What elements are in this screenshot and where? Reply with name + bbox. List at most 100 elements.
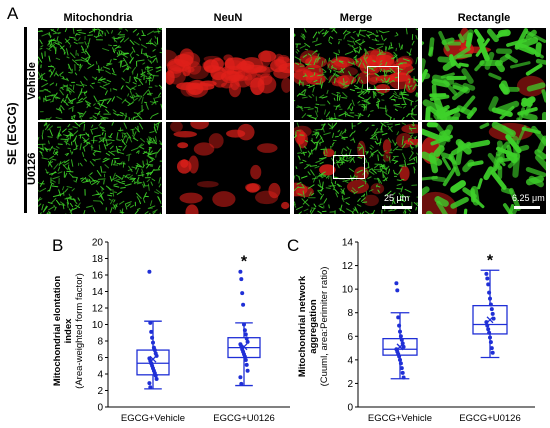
data-point	[401, 375, 406, 380]
scale-bar-rectangle	[514, 206, 540, 209]
data-point	[240, 291, 245, 296]
data-point	[400, 370, 405, 375]
y-tick-label: 10	[92, 320, 104, 331]
row-label-u0126: U0126	[26, 152, 38, 185]
y-tick-label: 0	[347, 403, 353, 414]
y-tick-label: 16	[92, 271, 104, 282]
group-bracket-line	[24, 27, 27, 213]
micrograph-u0126-mitochondria	[38, 122, 162, 214]
y-tick-label: 18	[92, 254, 104, 265]
data-point	[153, 373, 158, 378]
y-tick-label: 14	[342, 238, 354, 249]
data-point	[151, 340, 155, 345]
data-point	[487, 290, 492, 295]
data-point	[398, 361, 403, 366]
y-tick-label: 4	[97, 370, 103, 381]
data-point	[485, 323, 490, 328]
col-header-mitochondria: Mitochondria	[63, 12, 133, 24]
mitochondria-signal	[294, 28, 418, 120]
panel-c-letter: C	[287, 236, 300, 255]
zoom-rectangle-vehicle	[367, 66, 399, 90]
row-label-vehicle: Vehicle	[26, 62, 38, 100]
micrograph-vehicle-rectangle	[422, 28, 546, 120]
data-point	[484, 320, 489, 325]
data-point	[245, 339, 250, 344]
data-point	[242, 328, 247, 333]
data-point	[489, 307, 494, 312]
significance-marker: *	[487, 252, 494, 269]
x-category-label: EGCG+U0126	[459, 413, 521, 424]
significance-marker: *	[241, 254, 248, 271]
data-point	[147, 381, 152, 386]
mitochondria-signal	[294, 122, 418, 214]
zoom-rectangle-u0126	[333, 155, 365, 179]
y-tick-label: 20	[92, 238, 104, 249]
col-header-rectangle: Rectangle	[457, 12, 511, 24]
y-tick-label: 4	[347, 355, 353, 366]
y-tick-label: 8	[347, 308, 353, 319]
data-point	[243, 357, 248, 362]
data-point	[239, 381, 244, 386]
data-point	[398, 329, 402, 334]
y-tick-label: 6	[97, 353, 103, 364]
neun-signal	[294, 123, 418, 207]
scale-label-merge: 25 μm	[384, 193, 410, 203]
scale-label-rectangle: 6.25 μm	[512, 193, 545, 203]
data-point	[396, 315, 401, 320]
micrograph-u0126-rectangle: 6.25 μm	[422, 122, 546, 214]
chart-c-ylabel-line3: (Cuuml, area:Perimiter ratio)	[319, 266, 330, 387]
panel-a-letter: A	[7, 4, 19, 23]
data-point	[491, 316, 496, 321]
mitochondria-signal	[38, 122, 162, 214]
scale-bar-merge	[382, 206, 412, 209]
y-tick-label: 2	[97, 386, 103, 397]
data-point	[395, 288, 400, 293]
data-point	[485, 276, 490, 281]
data-point	[148, 385, 153, 390]
data-point	[239, 277, 244, 282]
data-point	[149, 329, 154, 334]
data-point	[154, 376, 159, 381]
chart-b: 0 2 4 6 8 10 12 14 16 18 20 EGCG+Vehicle EGCG+U0126 *	[92, 238, 290, 424]
data-point	[242, 354, 247, 359]
micrograph-vehicle-mitochondria	[38, 28, 162, 120]
data-point	[488, 296, 492, 301]
y-tick-label: 0	[97, 403, 103, 414]
mitochondria-signal	[422, 122, 546, 214]
col-header-neun: NeuN	[213, 12, 243, 24]
y-tick-label: 10	[342, 285, 354, 296]
micrograph-vehicle-merge	[294, 28, 418, 120]
micrograph-u0126-neun	[166, 122, 290, 214]
data-point	[154, 353, 159, 358]
mitochondria-signal	[422, 28, 546, 120]
x-category-label: EGCG+U0126	[213, 413, 275, 424]
chart-b-ylabel-line1: Mitochondrial elontation	[52, 275, 63, 387]
data-point	[398, 334, 403, 339]
mitochondria-signal	[38, 28, 162, 120]
data-point	[488, 335, 492, 340]
data-point	[400, 341, 405, 346]
data-point	[244, 336, 249, 341]
data-point	[484, 271, 489, 276]
x-category-label: EGCG+Vehicle	[368, 413, 432, 424]
neun-signal	[170, 122, 290, 214]
data-point	[394, 281, 399, 286]
chart-c-ylabel-line1: Mitochondrial network	[297, 275, 308, 378]
data-point	[399, 337, 404, 342]
data-point	[486, 327, 491, 332]
data-point	[152, 348, 157, 353]
col-header-merge: Merge	[339, 12, 373, 24]
data-point	[488, 302, 493, 307]
data-point	[399, 366, 404, 371]
data-point	[488, 340, 493, 345]
data-point	[148, 320, 153, 325]
y-tick-label: 12	[342, 261, 354, 272]
y-tick-label: 2	[347, 379, 353, 390]
data-point	[489, 346, 494, 351]
data-point	[150, 335, 155, 340]
x-category-label: EGCG+Vehicle	[121, 413, 185, 424]
y-tick-label: 12	[92, 304, 104, 315]
chart-b-ylabel-line2: index	[63, 318, 74, 344]
data-point	[238, 269, 243, 274]
data-point	[490, 350, 495, 355]
